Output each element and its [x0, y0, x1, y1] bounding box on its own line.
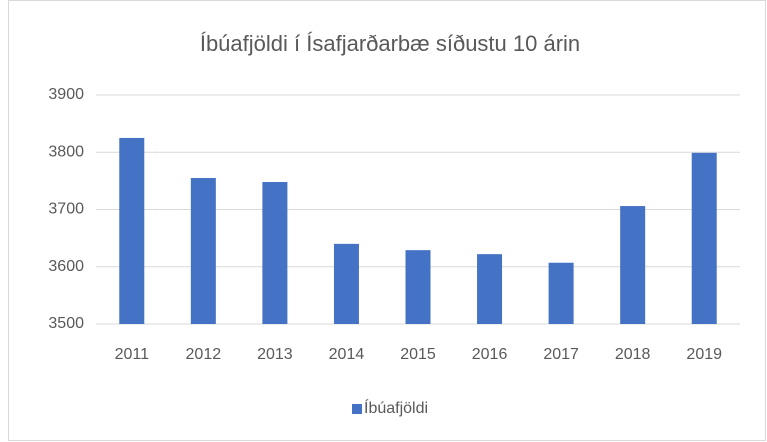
chart-title: Íbúafjöldi í Ísafjarðarbæ síðustu 10 ári…	[200, 31, 580, 56]
y-tick-label: 3900	[48, 86, 84, 103]
legend-swatch	[352, 404, 362, 414]
bar	[190, 178, 216, 324]
x-tick-label: 2016	[472, 346, 508, 363]
bar	[262, 182, 288, 324]
bar	[548, 262, 574, 324]
x-tick-label: 2019	[686, 346, 722, 363]
x-tick-label: 2012	[186, 346, 222, 363]
bar	[119, 137, 145, 324]
x-tick-label: 2014	[329, 346, 365, 363]
x-tick-label: 2015	[400, 346, 436, 363]
y-tick-label: 3500	[48, 315, 84, 332]
bar	[620, 206, 646, 324]
x-tick-label: 2011	[115, 346, 150, 363]
y-tick-label: 3700	[48, 201, 84, 218]
legend-label: Íbúafjöldi	[364, 398, 428, 417]
y-tick-label: 3800	[48, 143, 84, 160]
bar	[477, 254, 503, 324]
x-tick-label: 2018	[615, 346, 651, 363]
y-tick-label: 3600	[48, 258, 84, 275]
bar	[333, 243, 359, 324]
x-tick-label: 2017	[543, 346, 579, 363]
bar	[405, 250, 431, 324]
bar	[691, 152, 717, 324]
x-tick-label: 2013	[257, 346, 293, 363]
